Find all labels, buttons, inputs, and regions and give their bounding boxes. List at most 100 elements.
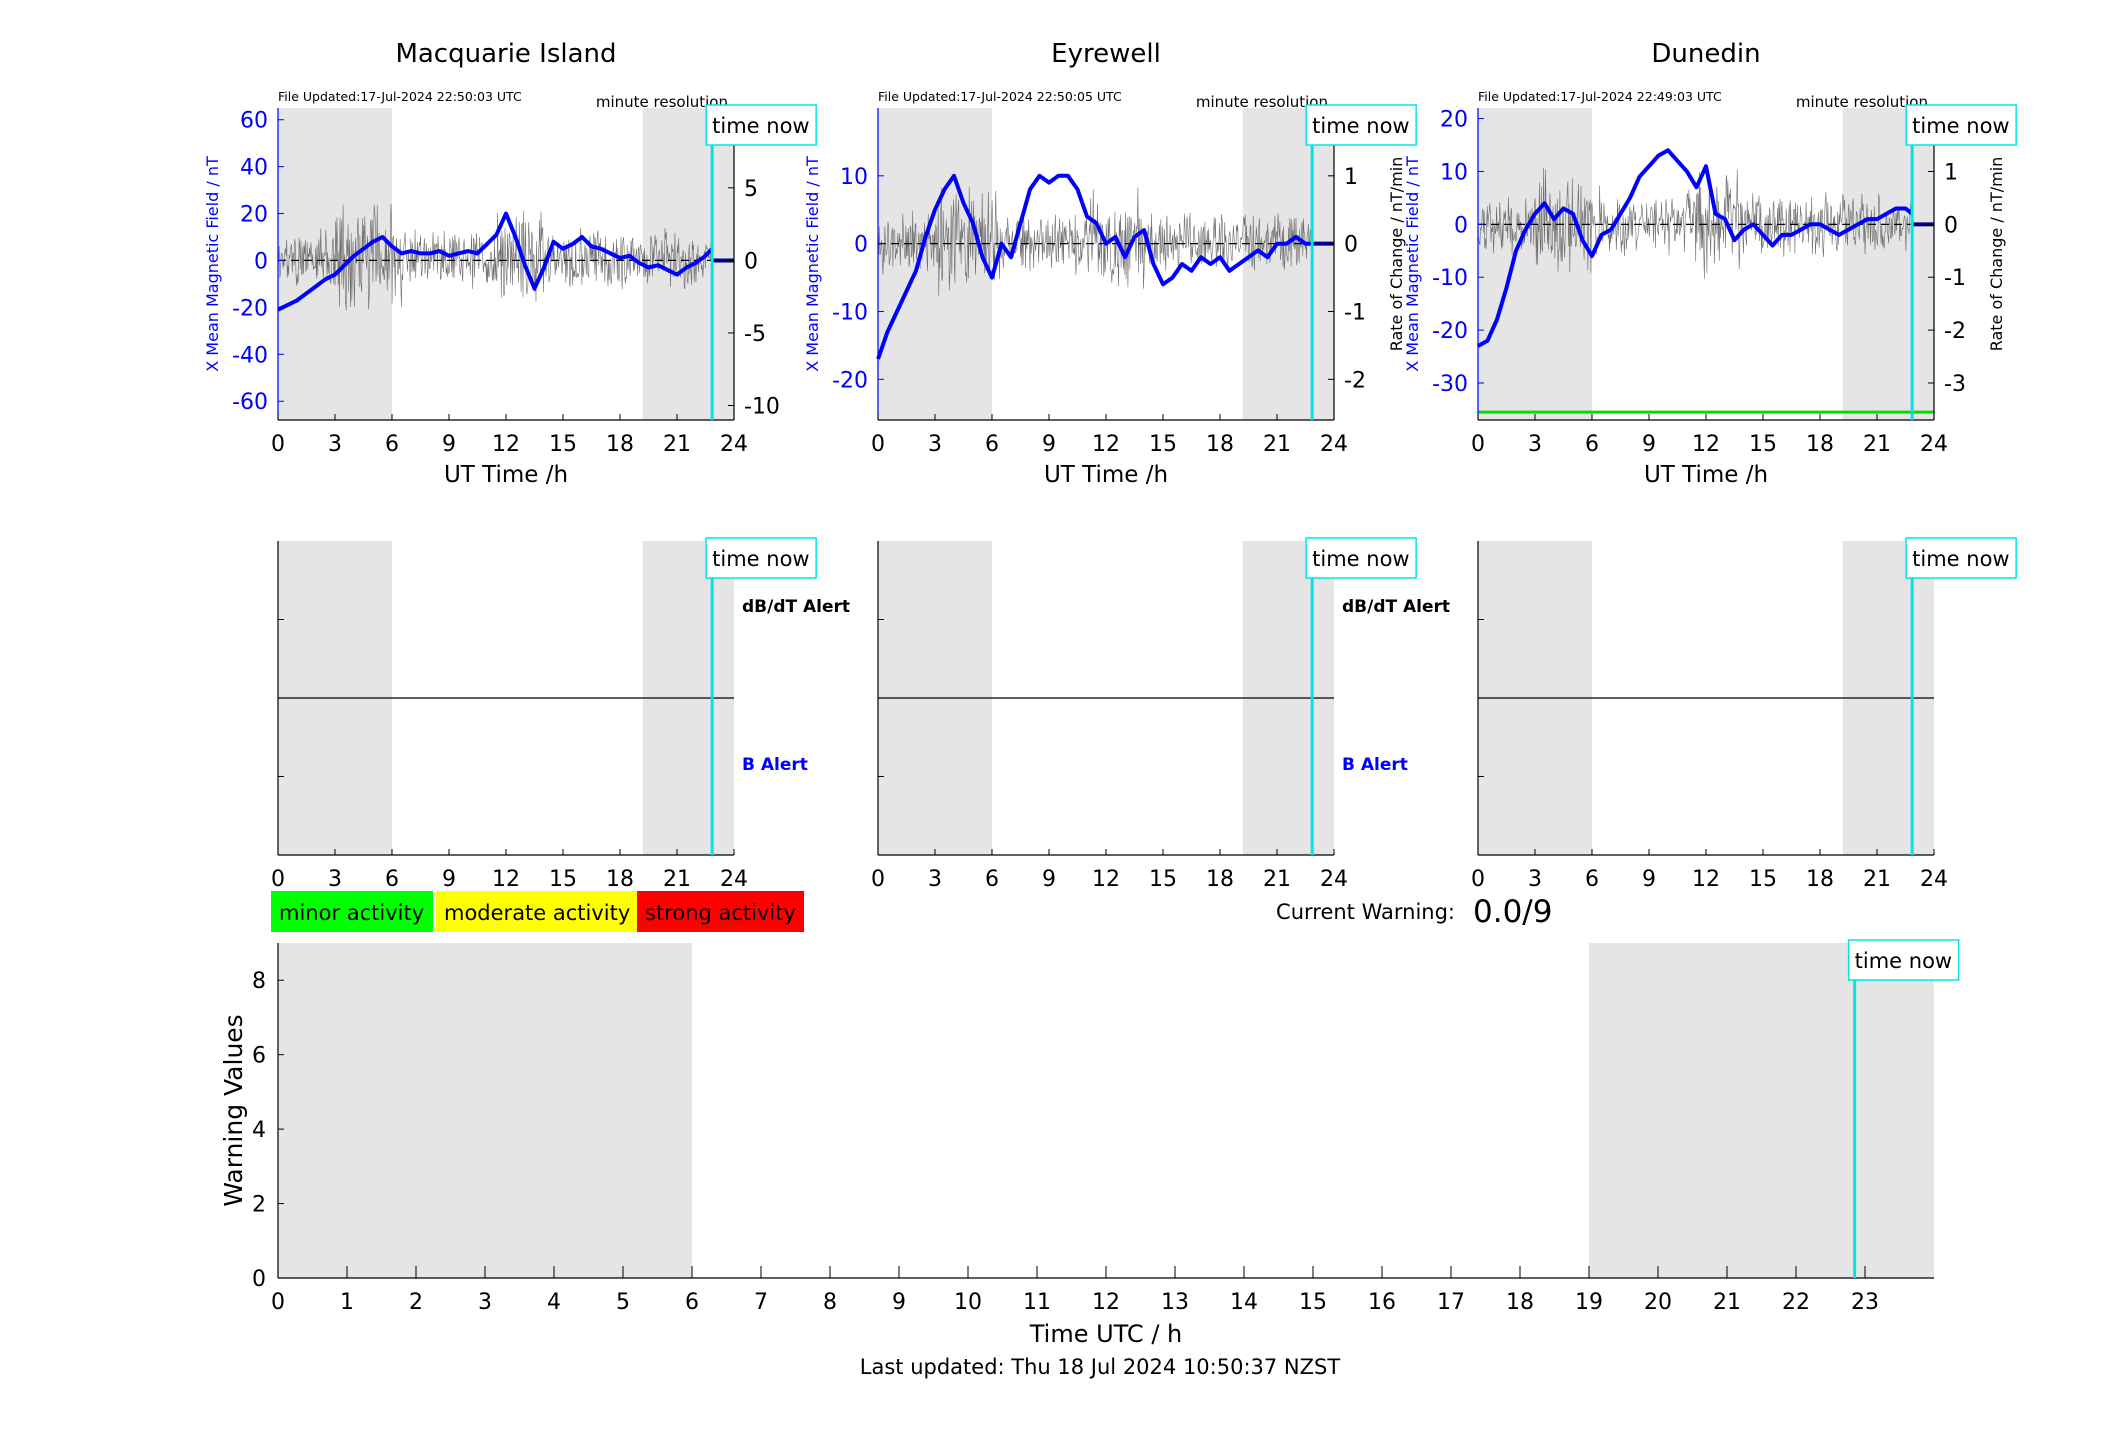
night-shading: [278, 943, 692, 1278]
x-axis-label: Time UTC / h: [1029, 1320, 1183, 1348]
x-tick-label: 24: [720, 867, 748, 892]
x-tick-label: 3: [1528, 432, 1542, 457]
x-tick-label: 8: [823, 1290, 837, 1315]
time-now-box: [1305, 537, 1417, 579]
right-tick-label: 0: [744, 249, 758, 274]
resolution-label: minute resolution: [1796, 93, 1928, 111]
time-now-box: [705, 537, 817, 579]
right-tick-label: 0: [1944, 213, 1958, 238]
x-axis-label: UT Time /h: [1044, 462, 1168, 488]
right-tick-label: -2: [1344, 368, 1366, 393]
right-tick-label: 0: [1344, 233, 1358, 258]
right-tick-label: -1: [1344, 300, 1366, 325]
left-tick-label: 0: [1454, 213, 1468, 238]
x-tick-label: 2: [409, 1290, 423, 1315]
left-tick-label: -30: [1432, 372, 1468, 397]
time-now-box: [705, 104, 817, 146]
x-tick-label: 6: [685, 1290, 699, 1315]
left-tick-label: 0: [854, 233, 868, 258]
b-alert-label: B Alert: [1342, 755, 1408, 775]
x-tick-label: 14: [1230, 1290, 1258, 1315]
left-tick-label: 20: [1440, 108, 1468, 133]
x-tick-label: 5: [616, 1290, 630, 1315]
y-axis-label: Warning Values: [219, 1014, 248, 1206]
x-tick-label: 18: [1806, 432, 1834, 457]
left-ylabel: X Mean Magnetic Field / nT: [803, 156, 822, 372]
x-tick-label: 18: [1806, 867, 1834, 892]
x-tick-label: 21: [1713, 1290, 1741, 1315]
left-tick-label: -20: [832, 368, 868, 393]
time-now-label: time now: [1912, 547, 2009, 571]
x-tick-label: 12: [492, 432, 520, 457]
left-ylabel: X Mean Magnetic Field / nT: [203, 156, 222, 372]
activity-legend: minor activity moderate activity strong ac…: [271, 891, 804, 932]
station-panel-0: Macquarie Island File Updated:17-Jul-2024…: [203, 39, 817, 488]
right-tick-label: -2: [1944, 319, 1966, 344]
left-tick-label: -10: [1432, 266, 1468, 291]
x-tick-label: 20: [1644, 1290, 1672, 1315]
left-tick-label: 20: [240, 203, 268, 228]
right-tick-label: 1: [1344, 165, 1358, 190]
night-shading: [1478, 108, 1592, 420]
dbdt-alert-label: dB/dT Alert: [1342, 597, 1450, 617]
current-warning: Current Warning: 0.0/9: [1276, 894, 1552, 930]
x-tick-label: 21: [1863, 867, 1891, 892]
x-tick-label: 24: [1920, 432, 1948, 457]
night-shading: [1842, 108, 1934, 420]
x-tick-label: 0: [271, 432, 285, 457]
rate-of-change-series: [1477, 167, 1913, 279]
x-tick-label: 4: [547, 1290, 561, 1315]
time-now-label: time now: [1312, 547, 1409, 571]
x-tick-label: 9: [1042, 867, 1056, 892]
b-alert-label: B Alert: [742, 755, 808, 775]
x-tick-label: 11: [1023, 1290, 1051, 1315]
x-tick-label: 15: [1749, 867, 1777, 892]
file-updated: File Updated:17-Jul-2024 22:50:03 UTC: [278, 89, 522, 104]
x-tick-label: 24: [1320, 432, 1348, 457]
right-tick-label: -5: [744, 322, 766, 347]
right-tick-label: -10: [744, 394, 780, 419]
night-shading: [1242, 108, 1334, 420]
night-shading: [1589, 943, 1934, 1278]
x-tick-label: 18: [606, 432, 634, 457]
x-tick-label: 3: [328, 432, 342, 457]
x-tick-label: 21: [663, 432, 691, 457]
x-tick-label: 12: [1692, 867, 1720, 892]
time-now-label: time now: [712, 114, 809, 138]
left-tick-label: -20: [1432, 319, 1468, 344]
left-tick-label: 0: [254, 249, 268, 274]
left-ylabel: X Mean Magnetic Field / nT: [1403, 156, 1422, 372]
x-tick-label: 9: [892, 1290, 906, 1315]
time-now-label: time now: [1912, 114, 2009, 138]
station-title: Eyrewell: [1051, 39, 1161, 69]
x-tick-label: 12: [492, 867, 520, 892]
x-tick-label: 3: [328, 867, 342, 892]
x-tick-label: 15: [1149, 432, 1177, 457]
time-now-box: [1305, 104, 1417, 146]
legend-moderate-label: moderate activity: [444, 901, 630, 925]
x-tick-label: 15: [1749, 432, 1777, 457]
x-tick-label: 7: [754, 1290, 768, 1315]
station-panel-2: Dunedin File Updated:17-Jul-2024 22:49:03…: [1403, 39, 2017, 488]
x-tick-label: 18: [1206, 867, 1234, 892]
x-tick-label: 9: [442, 867, 456, 892]
x-tick-label: 15: [1299, 1290, 1327, 1315]
mean-field-series: [1477, 148, 1914, 348]
x-tick-label: 12: [1092, 1290, 1120, 1315]
left-tick-label: 60: [240, 109, 268, 134]
current-warning-value: 0.0/9: [1473, 894, 1552, 930]
x-axis-label: UT Time /h: [444, 462, 568, 488]
x-tick-label: 24: [1920, 867, 1948, 892]
legend-minor-swatch: [271, 891, 433, 932]
x-tick-label: 6: [985, 867, 999, 892]
x-tick-label: 0: [871, 432, 885, 457]
x-tick-label: 16: [1368, 1290, 1396, 1315]
left-tick-label: -10: [832, 300, 868, 325]
x-tick-label: 3: [478, 1290, 492, 1315]
file-updated: File Updated:17-Jul-2024 22:49:03 UTC: [1478, 89, 1722, 104]
x-tick-label: 19: [1575, 1290, 1603, 1315]
resolution-label: minute resolution: [1196, 93, 1328, 111]
left-tick-label: 10: [840, 165, 868, 190]
